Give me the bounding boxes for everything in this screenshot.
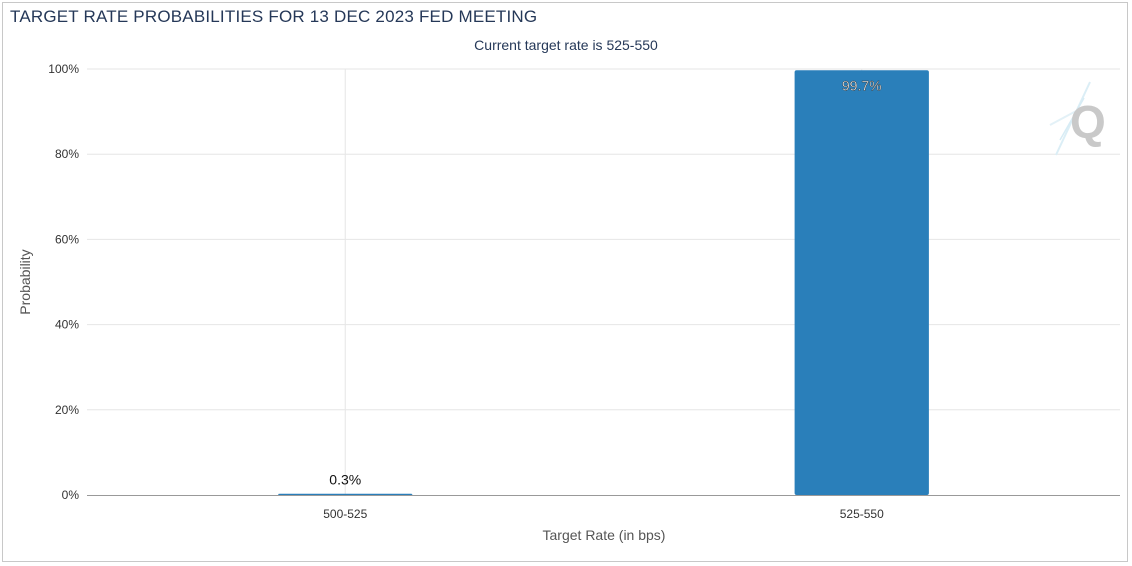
- chart-subtitle: Current target rate is 525-550: [474, 37, 658, 53]
- bar: [794, 70, 929, 495]
- y-tick-label: 100%: [48, 62, 79, 76]
- x-axis-ticks: 500-525 525-550: [323, 507, 884, 521]
- y-tick-label: 40%: [55, 318, 79, 332]
- y-tick-label: 80%: [55, 147, 79, 161]
- chart-title: TARGET RATE PROBABILITIES FOR 13 DEC 202…: [10, 7, 538, 26]
- y-tick-label: 0%: [62, 488, 80, 502]
- x-tick-label: 500-525: [323, 507, 367, 521]
- data-label: 99.7%: [842, 77, 882, 93]
- q-logo-icon: Q: [1049, 81, 1106, 156]
- bars: [278, 70, 929, 495]
- gridlines: [87, 68, 1120, 495]
- data-label: 0.3%: [329, 472, 361, 488]
- watermark-text: Q: [1070, 96, 1106, 148]
- x-tick-label: 525-550: [840, 507, 884, 521]
- y-axis-title: Probability: [17, 249, 33, 314]
- y-axis-ticks: 0% 20% 40% 60% 80% 100%: [48, 62, 79, 502]
- bar: [278, 493, 413, 495]
- data-labels: 0.3% 99.7%: [329, 77, 882, 488]
- y-tick-label: 20%: [55, 403, 79, 417]
- y-tick-label: 60%: [55, 232, 79, 246]
- x-axis-title: Target Rate (in bps): [543, 527, 666, 543]
